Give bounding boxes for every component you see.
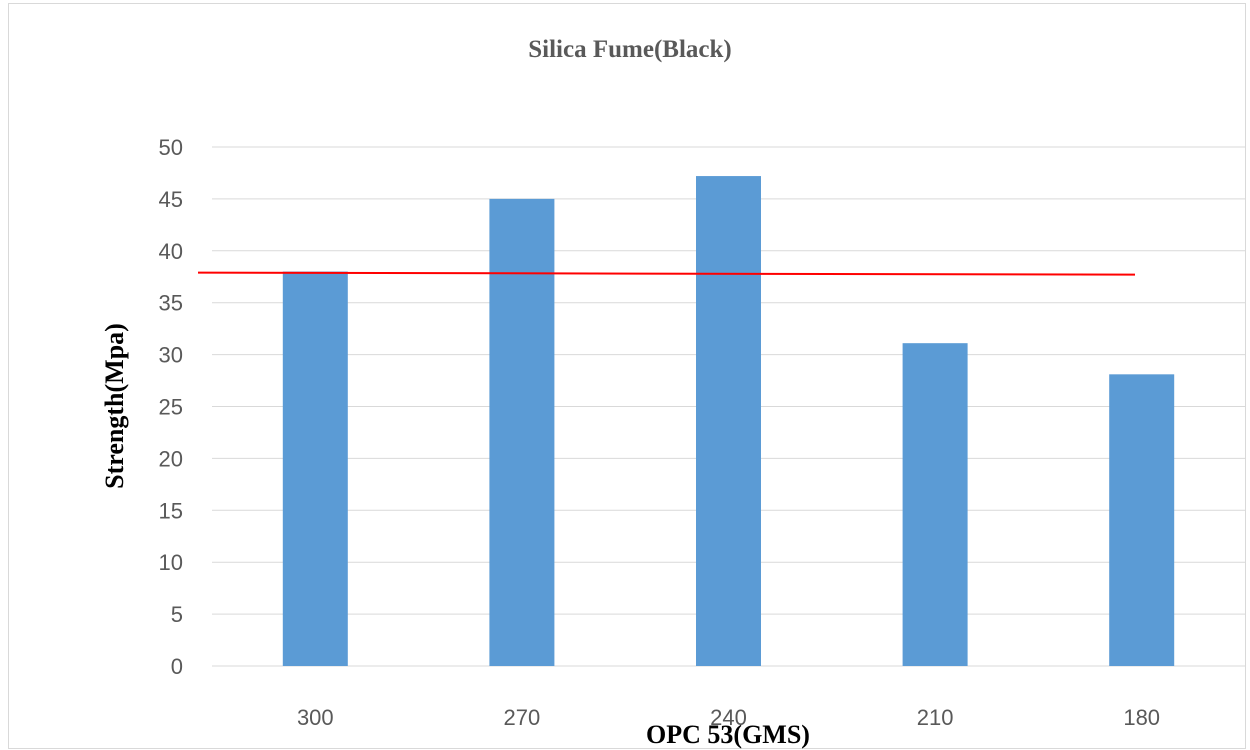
y-tick-label-15: 15: [159, 498, 183, 523]
y-axis-ticks: 0 5 10 15 20 25 30 35 40 45 50: [159, 135, 183, 679]
bar-240: [696, 176, 761, 666]
reference-line: [197, 271, 1136, 276]
x-tick-label-240: 240: [710, 705, 747, 730]
y-tick-label-10: 10: [159, 550, 183, 575]
y-tick-label-5: 5: [171, 602, 183, 627]
bar-180: [1109, 374, 1175, 666]
x-axis-ticks: 300 270 240 210 180: [297, 705, 1160, 730]
y-tick-label-0: 0: [171, 654, 183, 679]
y-tick-label-50: 50: [159, 135, 183, 160]
x-tick-label-270: 270: [504, 705, 541, 730]
x-axis-label: OPC 53(GMS): [646, 720, 810, 749]
x-tick-label-180: 180: [1123, 705, 1160, 730]
y-tick-label-20: 20: [159, 446, 183, 471]
y-tick-label-35: 35: [159, 291, 183, 316]
x-tick-label-210: 210: [917, 705, 954, 730]
bars: [282, 176, 1175, 666]
chart-title: Silica Fume(Black): [528, 36, 731, 63]
bar-270: [489, 198, 555, 666]
bar-210: [902, 343, 968, 666]
chart-frame: [8, 3, 1246, 749]
y-tick-label-40: 40: [159, 239, 183, 264]
bar-300: [282, 271, 348, 666]
x-tick-label-300: 300: [297, 705, 334, 730]
y-axis-label: Strength(Mpa): [100, 323, 129, 489]
reference-line-group: [197, 271, 1136, 276]
y-tick-label-30: 30: [159, 343, 183, 368]
y-tick-label-45: 45: [159, 187, 183, 212]
y-tick-label-25: 25: [159, 395, 183, 420]
